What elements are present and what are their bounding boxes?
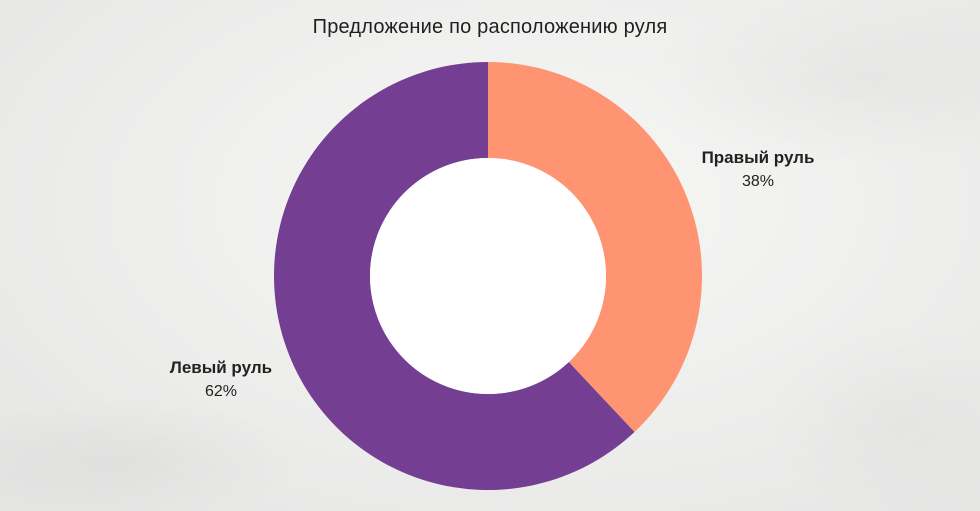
slice-label-right-wheel: Правый руль 38%: [678, 147, 838, 193]
donut-slice-right-wheel: [488, 62, 702, 432]
chart-title: Предложение по расположению руля: [312, 16, 668, 38]
slice-value-left-wheel: 62%: [204, 383, 238, 400]
slice-label-left-wheel: Левый руль 62%: [141, 357, 301, 403]
donut-slice-left-wheel: [273, 62, 635, 491]
slice-name-right-wheel: Правый руль: [701, 148, 815, 167]
donut-hole: [370, 158, 606, 394]
slice-name-left-wheel: Левый руль: [169, 358, 273, 377]
slice-value-right-wheel: 38%: [741, 173, 775, 190]
